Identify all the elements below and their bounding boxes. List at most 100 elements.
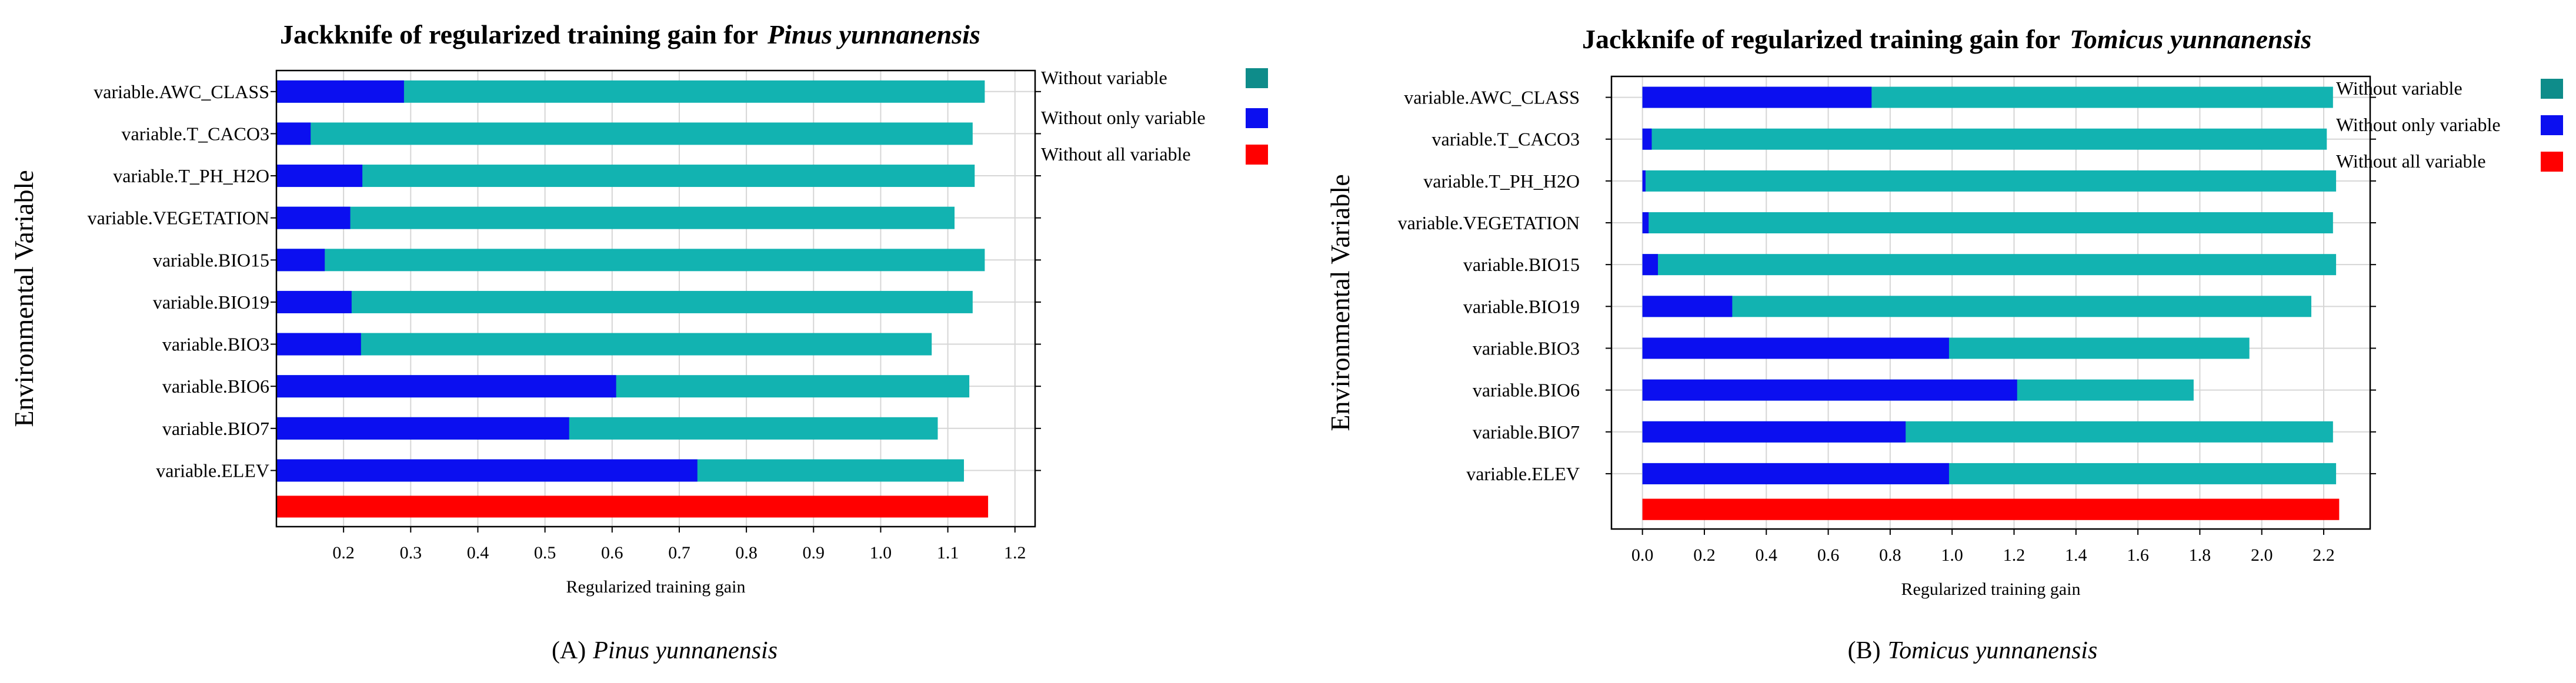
x-tick-label: 0.4 [1756, 545, 1778, 565]
x-tick-label: 1.4 [2065, 545, 2087, 565]
x-tick-label: 1.0 [1941, 545, 1963, 565]
bar-without-only-variable [1642, 128, 1652, 150]
category-label: variable.T_CACO3 [122, 123, 270, 144]
category-label: variable.T_CACO3 [1432, 129, 1580, 150]
bar-without-variable [1642, 296, 2311, 317]
x-tick-label: 0.4 [467, 543, 489, 563]
category-label: variable.BIO3 [1473, 337, 1580, 359]
bar-without-all-variable [1642, 498, 2340, 520]
plot-frame [275, 69, 1036, 528]
x-tick-label: 1.2 [2003, 545, 2026, 565]
chart-pinus: Jackknife of regularized training gain f… [9, 19, 1268, 664]
bar-without-only-variable [1642, 379, 2017, 401]
x-tick-label: 0.8 [1879, 545, 1901, 565]
category-label: variable.BIO19 [1463, 296, 1580, 317]
chart-title-prefix: Jackknife of regularized training gain f… [1582, 24, 2060, 54]
category-label: variable.BIO15 [153, 249, 269, 270]
plot-frame [1610, 75, 2371, 530]
x-tick-label: 0.3 [400, 543, 422, 563]
chart-tomicus: Jackknife of regularized training gain f… [1325, 24, 2563, 664]
chart-title: Jackknife of regularized training gain f… [1582, 24, 2311, 54]
category-label: variable.BIO7 [162, 418, 269, 439]
legend-without-only-variable-swatch [1246, 108, 1268, 128]
x-tick-label: 1.1 [937, 543, 959, 563]
legend-without-variable-swatch [2541, 79, 2563, 99]
bar-without-only-variable [1642, 296, 1733, 317]
x-tick-label: 0.2 [1693, 545, 1716, 565]
category-label: variable.BIO3 [162, 334, 269, 355]
bar-without-only-variable [276, 375, 616, 398]
bar-without-only-variable [276, 122, 311, 145]
bar-without-only-variable [1642, 337, 1949, 359]
category-label: variable.T_PH_H2O [113, 165, 269, 186]
y-axis-label: Environmental Variable [9, 170, 39, 427]
x-axis-label: Regularized training gain [566, 577, 746, 597]
bar-without-only-variable [276, 249, 325, 272]
bar-without-all-variable [276, 495, 989, 518]
bar-without-only-variable [276, 80, 404, 103]
category-label: variable.T_PH_H2O [1423, 170, 1580, 192]
legend-without-variable-swatch [1246, 68, 1268, 88]
x-tick-label: 1.6 [2127, 545, 2149, 565]
y-axis-label: Environmental Variable [1325, 174, 1355, 431]
legend-without-all-variable-swatch [1246, 145, 1268, 165]
chart-title-species: Tomicus yunnanensis [2070, 24, 2311, 54]
category-label: variable.BIO7 [1473, 421, 1580, 443]
bar-without-variable [1642, 212, 2333, 234]
bar-without-only-variable [1642, 86, 1872, 108]
x-tick-label: 2.2 [2313, 545, 2335, 565]
x-tick-label: 0.6 [1817, 545, 1840, 565]
caption-species: Tomicus yunnanensis [1888, 637, 2098, 664]
bar-without-only-variable [276, 165, 363, 188]
chart-title-species: Pinus yunnanensis [767, 19, 980, 49]
bar-without-variable [1642, 254, 2337, 276]
bar-without-only-variable [1642, 463, 1949, 484]
category-label: variable.VEGETATION [1398, 212, 1580, 233]
bar-without-variable [1642, 128, 2327, 150]
x-tick-label: 2.0 [2251, 545, 2273, 565]
bar-without-variable [276, 249, 985, 272]
x-tick-label: 1.8 [2189, 545, 2211, 565]
bar-without-variable [276, 206, 955, 229]
x-tick-label: 0.0 [1631, 545, 1654, 565]
bar-without-variable [276, 290, 973, 313]
x-tick-label: 0.6 [601, 543, 623, 563]
category-label: variable.ELEV [156, 460, 269, 481]
bar-without-only-variable [1642, 212, 1649, 234]
chart-title: Jackknife of regularized training gain f… [280, 19, 980, 49]
caption-species: Pinus yunnanensis [592, 637, 778, 664]
category-label: variable.BIO19 [153, 292, 269, 313]
bar-without-only-variable [276, 459, 698, 482]
x-tick-label: 0.5 [534, 543, 556, 563]
category-label: variable.AWC_CLASS [94, 81, 269, 102]
legend-without-only-variable-label: Without only variable [2336, 114, 2501, 135]
legend-without-only-variable-swatch [2541, 115, 2563, 135]
legend-without-all-variable-swatch [2541, 152, 2563, 172]
x-tick-label: 0.2 [332, 543, 355, 563]
bar-without-only-variable [1642, 254, 1658, 276]
bar-without-only-variable [1642, 170, 1646, 192]
legend-without-all-variable-label: Without all variable [2336, 150, 2486, 172]
x-tick-label: 0.9 [803, 543, 825, 563]
figure-caption: (B) Tomicus yunnanensis [1848, 637, 2098, 664]
bar-without-only-variable [276, 206, 351, 229]
x-tick-label: 1.0 [870, 543, 892, 563]
category-label: variable.VEGETATION [88, 207, 269, 229]
category-label: variable.BIO6 [1473, 380, 1580, 401]
bar-without-variable [276, 333, 932, 356]
category-label: variable.ELEV [1466, 463, 1580, 484]
caption-label: (B) [1848, 637, 1881, 664]
legend-without-all-variable-label: Without all variable [1041, 143, 1191, 165]
legend-without-only-variable-label: Without only variable [1041, 107, 1206, 128]
category-label: variable.BIO6 [162, 376, 269, 397]
x-axis-label: Regularized training gain [1901, 580, 2081, 599]
bar-without-only-variable [276, 333, 361, 356]
category-label: variable.BIO15 [1463, 254, 1580, 275]
bar-without-variable [1642, 170, 2337, 192]
caption-label: (A) [552, 637, 586, 664]
category-label: variable.AWC_CLASS [1404, 87, 1580, 108]
bar-without-only-variable [276, 417, 569, 440]
bar-without-only-variable [1642, 421, 1906, 443]
x-tick-label: 0.8 [735, 543, 758, 563]
